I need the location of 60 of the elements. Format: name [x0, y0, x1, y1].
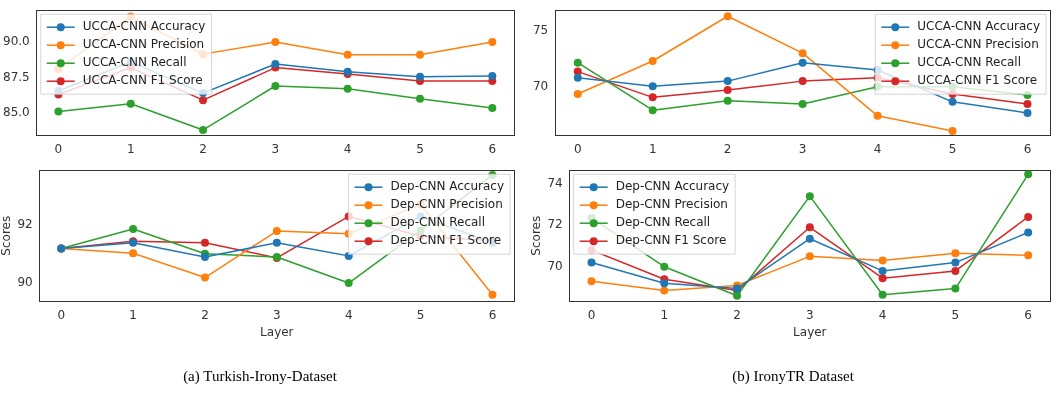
x-tick-label: 3 [798, 141, 807, 156]
x-tick-label: 6 [1023, 141, 1032, 156]
y-tick-label: 72 [547, 217, 563, 232]
legend-label: Dep-CNN F1 Score [390, 233, 502, 248]
legend-label: UCCA-CNN Recall [917, 55, 1022, 70]
x-tick-label: 3 [271, 141, 280, 156]
x-tick-label: 0 [54, 141, 63, 156]
legend-label: UCCA-CNN Precision [917, 37, 1039, 52]
legend-label: UCCA-CNN F1 Score [82, 73, 203, 88]
legend-label: UCCA-CNN Precision [82, 37, 205, 52]
x-tick-label: 0 [587, 307, 596, 322]
x-tick-label: 5 [951, 307, 960, 322]
y-tick-label: 87.5 [3, 69, 30, 84]
y-tick-label: 74 [547, 175, 563, 190]
x-tick-label: 5 [416, 141, 424, 156]
x-tick-label: 0 [573, 141, 582, 156]
x-tick-label: 1 [126, 141, 135, 156]
legend-label: UCCA-CNN F1 Score [917, 73, 1038, 88]
legend-label: UCCA-CNN Accuracy [82, 19, 206, 34]
x-tick-label: 1 [660, 307, 669, 322]
legend-label: UCCA-CNN Recall [82, 55, 187, 70]
x-tick-label: 2 [733, 307, 741, 322]
x-tick-label: 4 [873, 141, 882, 156]
legend-label: Dep-CNN Recall [615, 215, 711, 230]
legend-label: Dep-CNN Recall [390, 215, 486, 230]
x-tick-label: 1 [129, 307, 137, 322]
y-tick-label: 90.0 [3, 34, 30, 49]
x-tick-label: 1 [648, 141, 657, 156]
text: (b) IronyTR Dataset [731, 368, 855, 385]
x-tick-label: 3 [273, 307, 281, 322]
x-tick-label: 5 [416, 307, 425, 322]
x-tick-label: 2 [723, 141, 732, 156]
x-tick-label: 4 [344, 307, 353, 322]
x-tick-label: 5 [948, 141, 957, 156]
x-tick-label: 0 [57, 307, 66, 322]
legend-label: Dep-CNN Precision [390, 197, 503, 212]
x-axis-title: Layer [793, 324, 827, 339]
legend-label: Dep-CNN Accuracy [390, 179, 505, 194]
y-tick-label: 85.0 [3, 105, 30, 120]
x-tick-label: 6 [488, 307, 497, 322]
x-tick-label: 6 [1024, 307, 1032, 322]
y-tick-label: 70 [532, 78, 549, 93]
x-tick-label: 4 [878, 307, 887, 322]
legend-label: Dep-CNN Accuracy [615, 179, 730, 194]
legend-label: Dep-CNN Precision [615, 197, 728, 212]
y-tick-label: 92 [17, 216, 33, 231]
x-tick-label: 6 [488, 141, 497, 156]
x-tick-label: 2 [199, 141, 207, 156]
y-axis-title: Scores [529, 215, 544, 256]
text: (a) Turkish-Irony-Dataset [182, 368, 338, 385]
y-tick-label: 70 [547, 258, 563, 273]
x-tick-label: 2 [201, 307, 209, 322]
legend-label: Dep-CNN F1 Score [615, 233, 727, 248]
legend-label: UCCA-CNN Accuracy [917, 19, 1040, 34]
x-tick-label: 3 [806, 307, 814, 322]
y-tick-label: 90 [17, 275, 33, 290]
x-tick-label: 4 [343, 141, 352, 156]
y-axis-title: Scores [0, 215, 14, 256]
x-axis-title: Layer [260, 324, 294, 339]
y-tick-label: 75 [532, 22, 549, 37]
